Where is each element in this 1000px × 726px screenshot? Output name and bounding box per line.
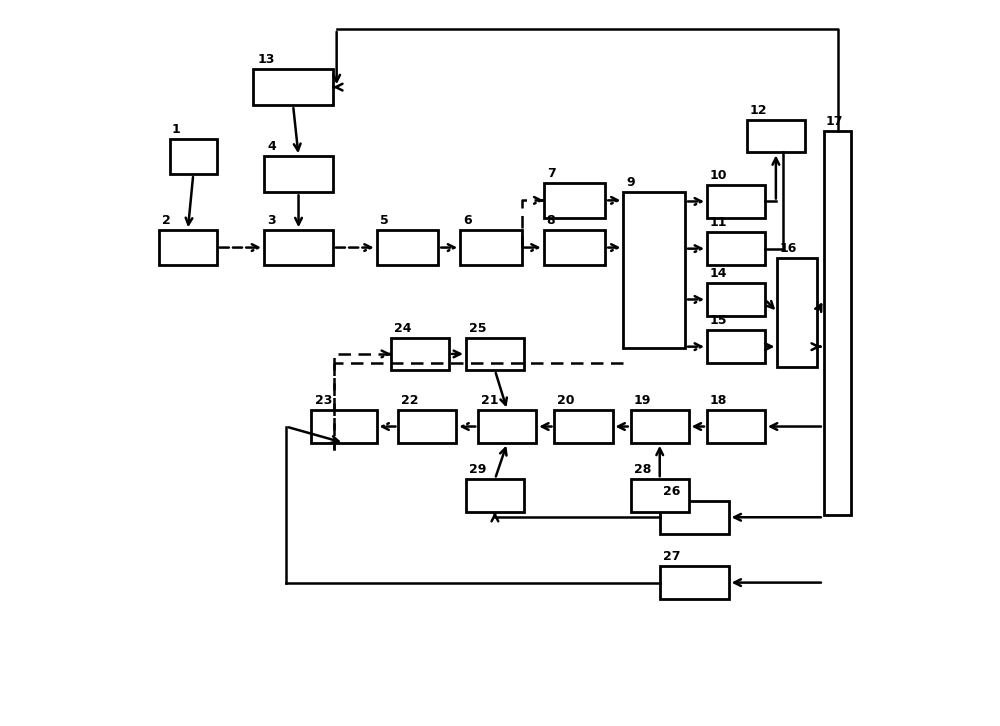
Bar: [170, 139, 217, 174]
Bar: [707, 330, 765, 363]
Bar: [660, 566, 729, 599]
Text: 16: 16: [779, 242, 797, 255]
Bar: [311, 410, 377, 443]
Bar: [623, 192, 685, 348]
Text: 18: 18: [710, 394, 727, 407]
Bar: [159, 230, 217, 265]
Bar: [707, 232, 765, 265]
Text: 6: 6: [463, 214, 472, 227]
Text: 24: 24: [394, 322, 412, 335]
Text: 12: 12: [750, 104, 767, 117]
Bar: [631, 479, 689, 512]
Text: 8: 8: [547, 214, 555, 227]
Bar: [707, 185, 765, 218]
Text: 20: 20: [557, 394, 575, 407]
Text: 17: 17: [825, 115, 843, 128]
Text: 11: 11: [710, 216, 727, 229]
Bar: [631, 410, 689, 443]
Text: 14: 14: [710, 267, 727, 280]
Bar: [264, 230, 333, 265]
Bar: [466, 338, 524, 370]
Text: 29: 29: [469, 463, 486, 476]
Text: 3: 3: [267, 214, 276, 227]
Text: 1: 1: [172, 123, 181, 136]
Bar: [824, 131, 851, 515]
Text: 5: 5: [380, 214, 388, 227]
Text: 2: 2: [162, 214, 170, 227]
Bar: [554, 410, 613, 443]
Bar: [660, 501, 729, 534]
Bar: [777, 258, 817, 367]
Bar: [377, 230, 438, 265]
Text: 28: 28: [634, 463, 651, 476]
Text: 27: 27: [663, 550, 681, 563]
Text: 25: 25: [469, 322, 486, 335]
Text: 4: 4: [267, 140, 276, 153]
Text: 15: 15: [710, 314, 727, 327]
Text: 23: 23: [315, 394, 332, 407]
Bar: [544, 230, 605, 265]
Text: 10: 10: [710, 169, 727, 182]
Bar: [264, 156, 333, 192]
Text: 22: 22: [401, 394, 419, 407]
Text: 7: 7: [547, 167, 555, 180]
Bar: [478, 410, 536, 443]
Bar: [707, 283, 765, 316]
Text: 21: 21: [481, 394, 499, 407]
Bar: [544, 183, 605, 218]
Text: 26: 26: [663, 485, 681, 498]
Bar: [460, 230, 522, 265]
Bar: [707, 410, 765, 443]
Bar: [391, 338, 449, 370]
Text: 19: 19: [634, 394, 651, 407]
Bar: [398, 410, 456, 443]
Text: 9: 9: [627, 176, 635, 189]
Bar: [253, 69, 333, 105]
Text: 13: 13: [257, 53, 275, 66]
Bar: [466, 479, 524, 512]
Bar: [747, 120, 805, 152]
